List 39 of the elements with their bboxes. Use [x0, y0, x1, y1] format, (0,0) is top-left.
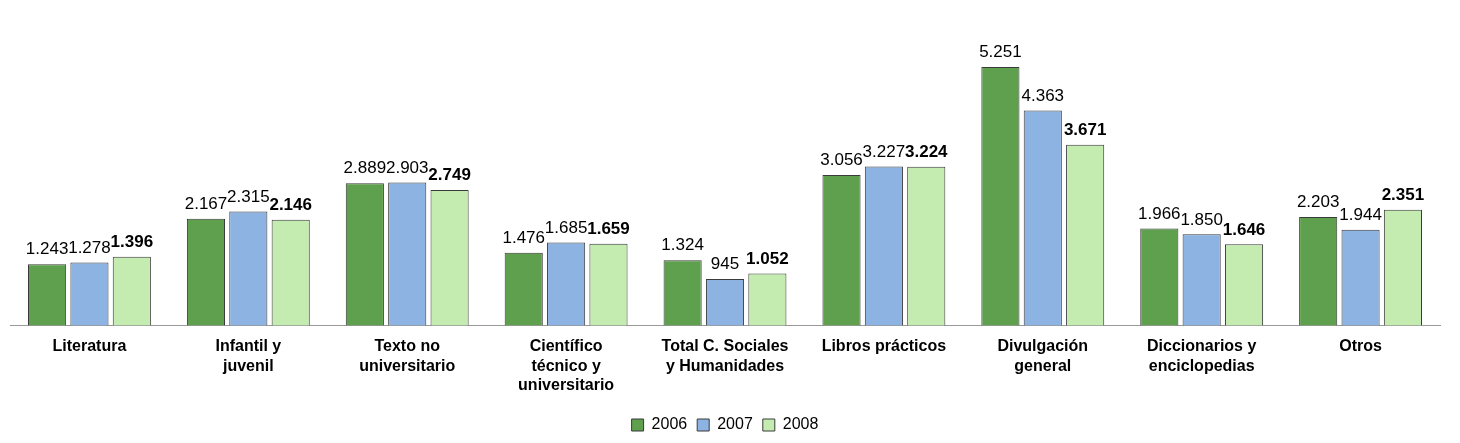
- data-label: 1.850: [1180, 209, 1223, 229]
- x-tick-label: Diccionarios y enciclopedias: [1146, 337, 1257, 374]
- data-label: 2.203: [1296, 192, 1340, 212]
- data-label: 2.889: [343, 158, 387, 178]
- x-tick-label: Texto no universitario: [359, 337, 456, 374]
- x-tick-label: Divulgación general: [997, 337, 1089, 374]
- legend-label: 2006: [651, 415, 688, 433]
- data-label: 3.227: [862, 141, 906, 161]
- data-label: 2.903: [385, 157, 429, 177]
- data-label: 4.363: [1021, 85, 1065, 105]
- data-label: 1.685: [544, 217, 588, 237]
- data-label: 2.351: [1381, 184, 1425, 204]
- data-label: 1.396: [110, 231, 154, 251]
- data-label: 2.167: [184, 193, 228, 213]
- data-label: 1.966: [1138, 203, 1181, 223]
- data-label: 3.224: [904, 141, 949, 161]
- data-label: 2.749: [428, 165, 471, 185]
- x-tick-label: Literatura: [52, 337, 127, 355]
- data-label: 1.243: [25, 239, 69, 259]
- data-label: 945: [710, 254, 740, 274]
- data-label: 1.476: [502, 227, 546, 247]
- data-label: 3.056: [820, 150, 863, 170]
- x-tick-label: Total C. Sociales y Humanidades: [661, 337, 789, 374]
- data-label: 1.324: [661, 235, 704, 255]
- data-label: 1.646: [1222, 219, 1266, 239]
- legend-label: 2007: [717, 415, 753, 433]
- x-tick-label: Otros: [1339, 337, 1382, 355]
- data-label: 1.659: [587, 218, 630, 238]
- legend-label: 2008: [782, 415, 819, 433]
- data-label: 1.278: [68, 237, 111, 257]
- data-label: 3.671: [1063, 119, 1107, 139]
- x-tick-label: Científico técnico y universitario: [518, 337, 615, 393]
- data-label: 2.146: [269, 194, 312, 214]
- data-label: 1.944: [1339, 204, 1382, 224]
- x-tick-label: Infantil y juvenil: [215, 337, 282, 374]
- x-tick-label: Libros prácticos: [821, 337, 947, 355]
- data-label: 2.315: [227, 186, 270, 206]
- data-label: 5.251: [979, 42, 1022, 62]
- data-label: 1.052: [746, 248, 789, 268]
